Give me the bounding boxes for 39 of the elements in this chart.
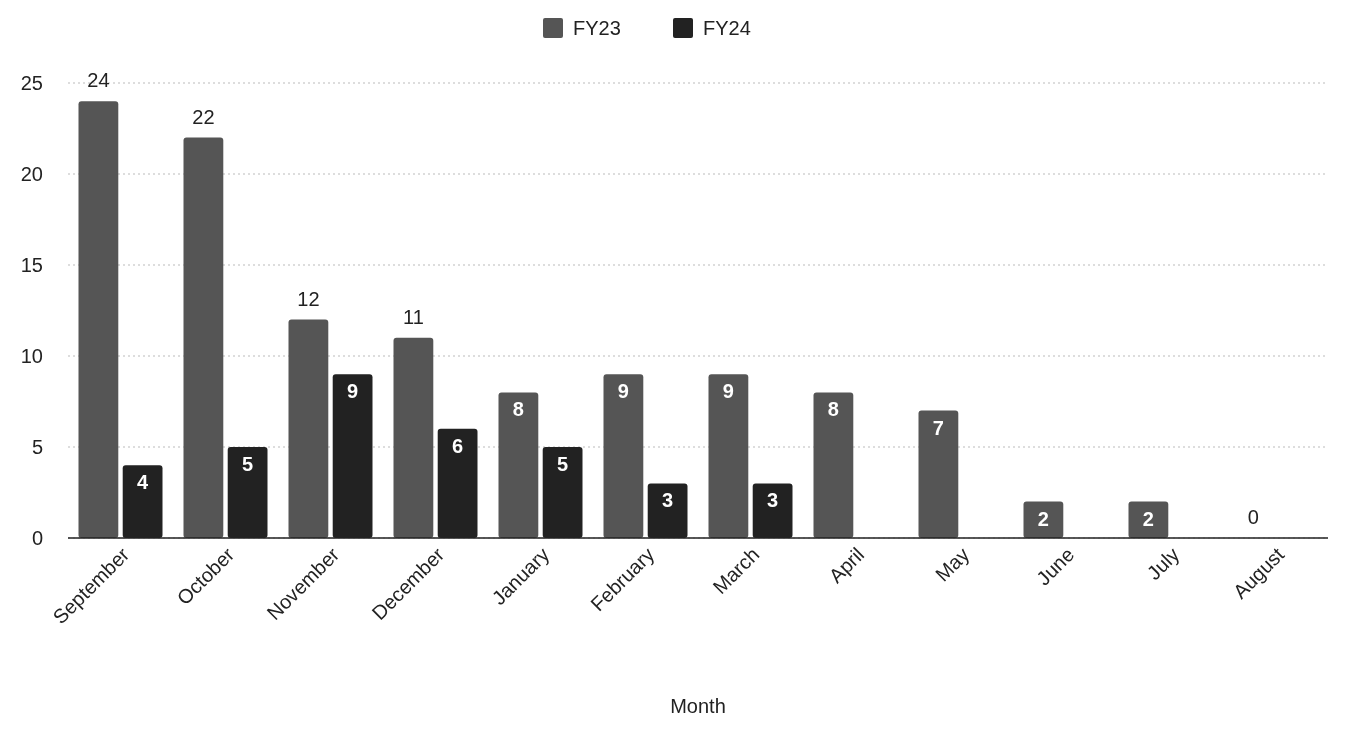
legend-label: FY23 — [573, 17, 621, 39]
data-label: 5 — [557, 453, 569, 475]
data-label: 7 — [932, 416, 944, 439]
legend-label: FY24 — [703, 17, 751, 39]
data-label: 9 — [617, 380, 629, 403]
data-label: 4 — [137, 471, 150, 494]
bar — [78, 101, 119, 538]
data-label: 9 — [347, 380, 359, 403]
bar — [708, 374, 749, 538]
y-tick-label: 10 — [20, 345, 43, 367]
bar — [813, 392, 854, 538]
data-label: 11 — [403, 305, 424, 328]
data-label: 3 — [662, 489, 674, 512]
y-tick-label: 20 — [20, 163, 43, 185]
data-label: 8 — [512, 398, 524, 421]
data-label: 22 — [192, 105, 215, 128]
data-label: 0 — [1247, 506, 1259, 528]
bar — [288, 319, 329, 538]
y-tick-label: 25 — [20, 72, 43, 94]
data-label: 6 — [452, 434, 464, 457]
data-label: 12 — [297, 287, 320, 310]
x-tick-label: May — [931, 543, 974, 586]
data-label: 8 — [827, 398, 839, 421]
bar — [183, 137, 224, 538]
x-axis-title: Month — [670, 695, 726, 717]
y-tick-label: 0 — [31, 527, 43, 549]
data-label: 2 — [1142, 507, 1154, 530]
x-tick-label: July — [1142, 543, 1184, 584]
data-label: 2 — [1037, 507, 1049, 530]
bar — [918, 410, 959, 538]
y-tick-label: 15 — [20, 254, 43, 276]
bar — [603, 374, 644, 538]
bar — [498, 392, 539, 538]
data-label: 9 — [722, 380, 734, 403]
data-label: 24 — [87, 69, 110, 92]
y-tick-label: 5 — [31, 436, 43, 458]
data-label: 3 — [767, 489, 779, 512]
bar — [393, 337, 434, 538]
data-label: 5 — [242, 453, 254, 475]
